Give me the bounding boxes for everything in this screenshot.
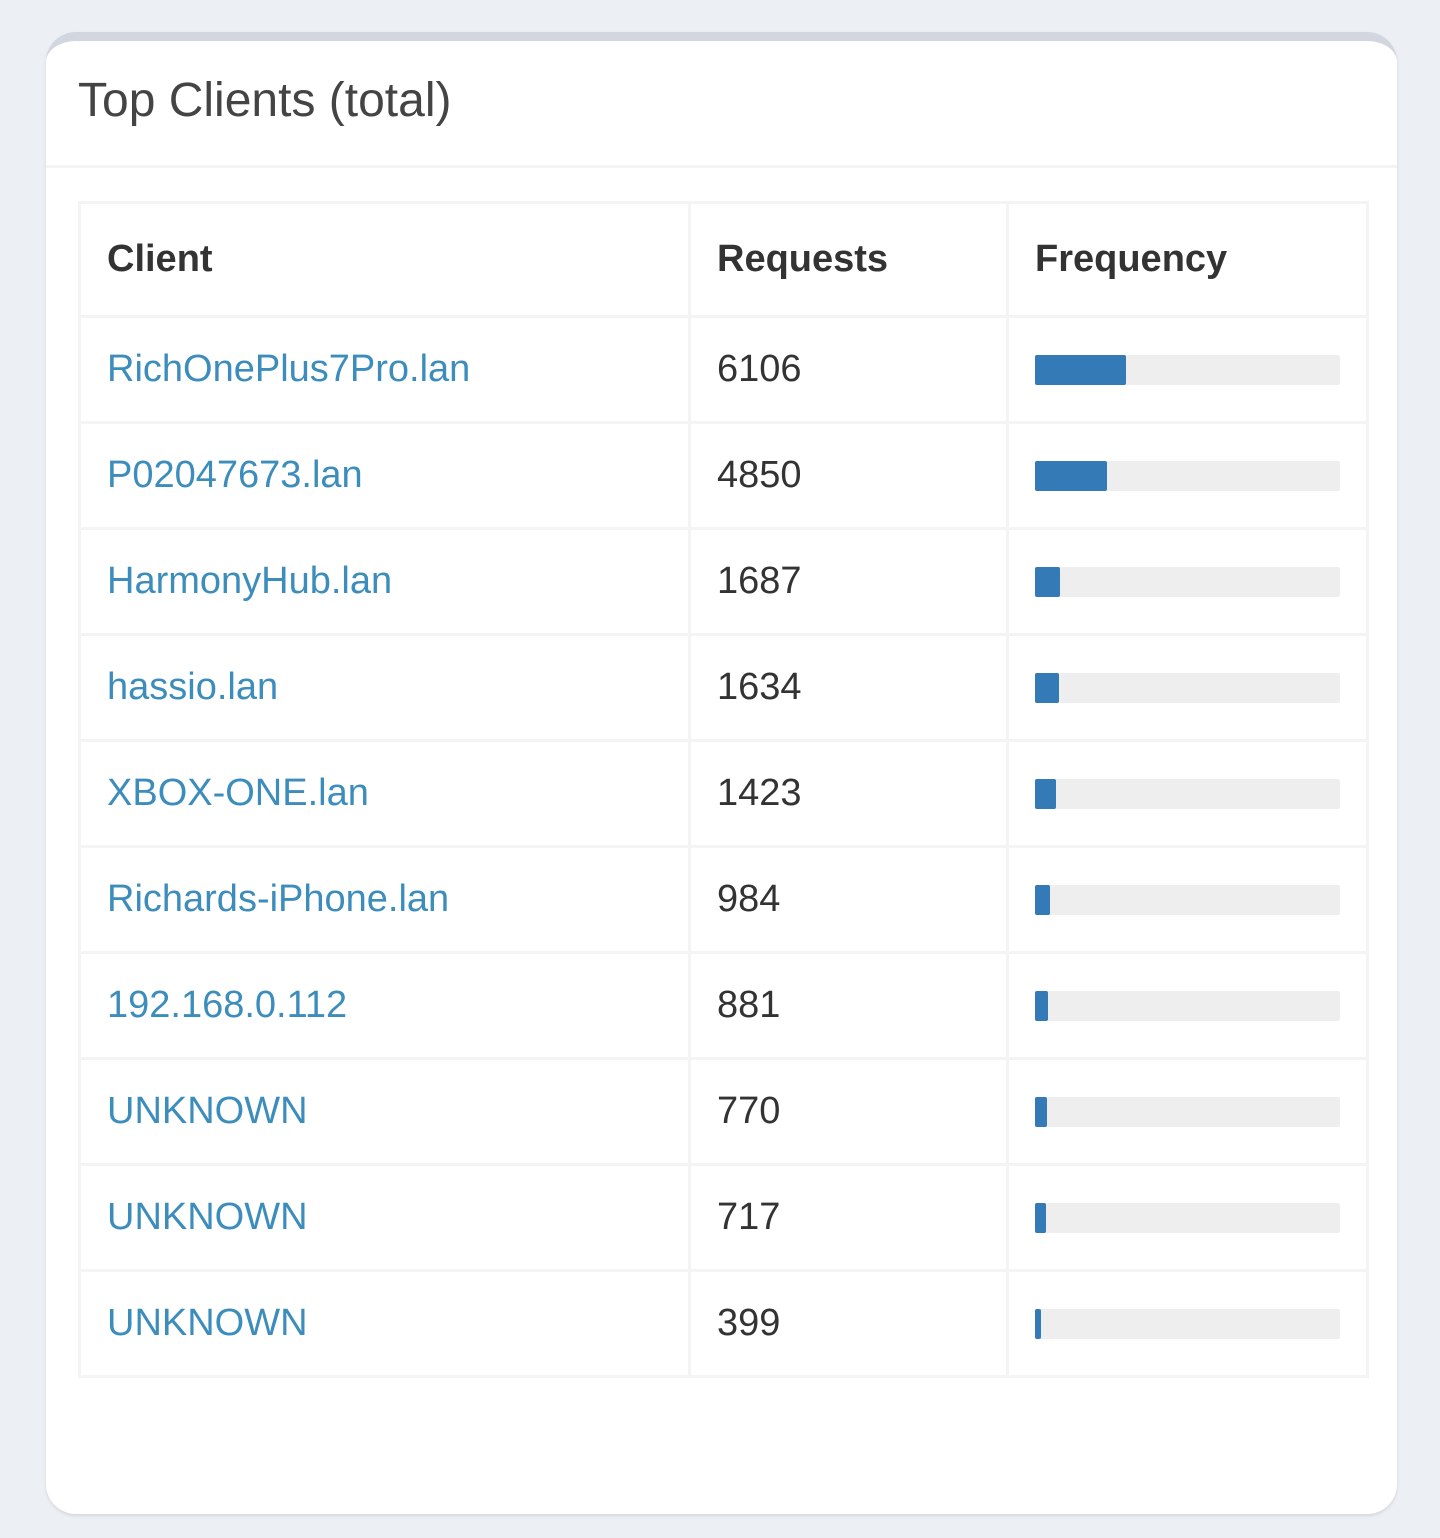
frequency-cell [1006,845,1369,954]
table-row: P02047673.lan 4850 [78,421,1369,530]
requests-cell: 4850 [688,421,1009,530]
requests-cell: 717 [688,1163,1009,1272]
frequency-cell [1006,421,1369,530]
frequency-cell [1006,315,1369,424]
client-cell: UNKNOWN [78,1163,691,1272]
frequency-progress-track [1035,778,1340,809]
column-header-client: Client [78,201,691,318]
client-cell: Richards-iPhone.lan [78,845,691,954]
frequency-progress-bar [1035,672,1060,703]
table-row: UNKNOWN 770 [78,1057,1369,1166]
client-cell: UNKNOWN [78,1269,691,1378]
frequency-progress-track [1035,354,1340,385]
client-link[interactable]: UNKNOWN [107,1302,308,1344]
client-cell: XBOX-ONE.lan [78,739,691,848]
client-link[interactable]: 192.168.0.112 [107,984,348,1026]
client-link[interactable]: UNKNOWN [107,1196,308,1238]
requests-cell: 6106 [688,315,1009,424]
client-link[interactable]: RichOnePlus7Pro.lan [107,348,471,390]
requests-cell: 1687 [688,527,1009,636]
column-header-requests: Requests [688,201,1009,318]
frequency-progress-bar [1035,990,1049,1021]
frequency-cell [1006,951,1369,1060]
frequency-cell [1006,1269,1369,1378]
frequency-progress-track [1035,1096,1340,1127]
client-cell: UNKNOWN [78,1057,691,1166]
client-link[interactable]: HarmonyHub.lan [107,560,393,602]
top-clients-table: Client Requests Frequency RichOnePlus7Pr… [78,201,1369,1378]
client-link[interactable]: P02047673.lan [107,454,363,496]
requests-cell: 1634 [688,633,1009,742]
frequency-progress-bar [1035,354,1126,385]
table-row: UNKNOWN 399 [78,1269,1369,1378]
frequency-progress-track [1035,1308,1340,1339]
frequency-progress-bar [1035,1308,1041,1339]
frequency-progress-bar [1035,1202,1046,1233]
frequency-progress-bar [1035,460,1108,491]
client-link[interactable]: hassio.lan [107,666,279,708]
frequency-progress-track [1035,460,1340,491]
table-row: RichOnePlus7Pro.lan 6106 [78,315,1369,424]
frequency-progress-bar [1035,1096,1047,1127]
requests-cell: 881 [688,951,1009,1060]
client-cell: HarmonyHub.lan [78,527,691,636]
table-row: hassio.lan 1634 [78,633,1369,742]
client-cell: P02047673.lan [78,421,691,530]
table-row: UNKNOWN 717 [78,1163,1369,1272]
frequency-cell [1006,633,1369,742]
frequency-progress-bar [1035,884,1050,915]
client-cell: RichOnePlus7Pro.lan [78,315,691,424]
client-cell: hassio.lan [78,633,691,742]
table-row: XBOX-ONE.lan 1423 [78,739,1369,848]
panel-header: Top Clients (total) [46,41,1397,168]
requests-cell: 770 [688,1057,1009,1166]
top-clients-table-wrapper: Client Requests Frequency RichOnePlus7Pr… [78,201,1369,1378]
table-row: 192.168.0.112 881 [78,951,1369,1060]
frequency-progress-bar [1035,778,1057,809]
table-row: HarmonyHub.lan 1687 [78,527,1369,636]
frequency-cell [1006,1057,1369,1166]
requests-cell: 399 [688,1269,1009,1378]
top-clients-panel: Top Clients (total) Client Requests Freq… [46,32,1397,1514]
table-row: Richards-iPhone.lan 984 [78,845,1369,954]
column-header-frequency: Frequency [1006,201,1369,318]
frequency-cell [1006,739,1369,848]
frequency-cell [1006,527,1369,636]
requests-cell: 1423 [688,739,1009,848]
frequency-progress-bar [1035,566,1060,597]
frequency-progress-track [1035,1202,1340,1233]
client-link[interactable]: UNKNOWN [107,1090,308,1132]
client-cell: 192.168.0.112 [78,951,691,1060]
frequency-progress-track [1035,566,1340,597]
frequency-progress-track [1035,672,1340,703]
client-link[interactable]: XBOX-ONE.lan [107,772,369,814]
table-header-row: Client Requests Frequency [78,201,1369,318]
frequency-cell [1006,1163,1369,1272]
panel-title: Top Clients (total) [78,74,452,127]
requests-cell: 984 [688,845,1009,954]
client-link[interactable]: Richards-iPhone.lan [107,878,450,920]
frequency-progress-track [1035,990,1340,1021]
frequency-progress-track [1035,884,1340,915]
